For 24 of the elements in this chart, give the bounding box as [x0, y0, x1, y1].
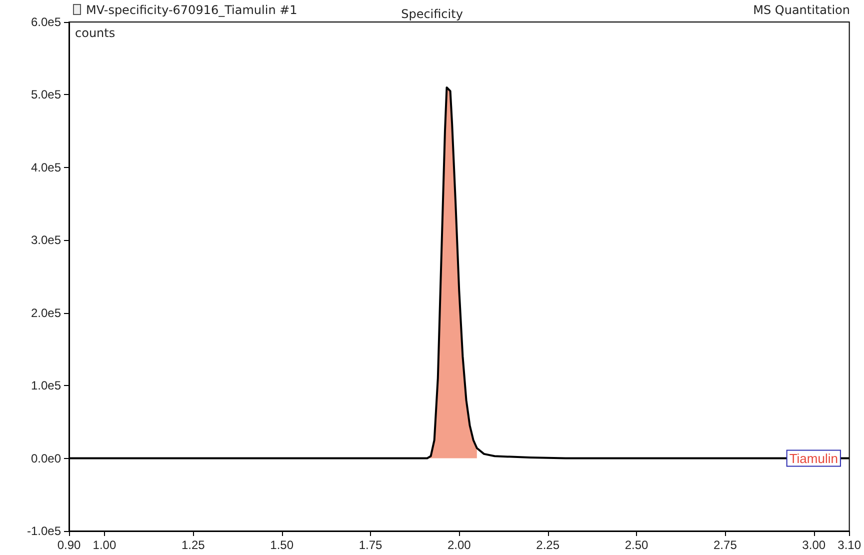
x-tick-label: 0.90 — [57, 538, 81, 552]
x-tick-label: 1.00 — [92, 538, 116, 552]
y-tick-label: 2.0e5 — [30, 306, 62, 320]
x-tick-label: 1.75 — [358, 538, 382, 552]
y-tick-label: 0.0e0 — [30, 451, 62, 466]
y-tick-label: 1.0e5 — [30, 378, 62, 393]
chart-title: Specificity — [401, 7, 463, 21]
x-tick-label: 1.25 — [181, 538, 206, 552]
y-tick-label: -1.0e5 — [26, 524, 62, 538]
series-label: Tiamulin — [789, 450, 838, 466]
x-tick-label: 2.25 — [536, 538, 560, 552]
y-tick-label: 3.0e5 — [30, 233, 62, 248]
x-tick-label: 3.00 — [802, 538, 826, 552]
x-tick-label: 2.00 — [447, 538, 472, 552]
text: MV-specificity-670916_Tiamulin #1 — [86, 3, 298, 17]
text: MS Quantitation — [753, 3, 850, 17]
y-tick-label: 6.0e5 — [30, 15, 62, 29]
y-tick-label: 4.0e5 — [30, 160, 62, 174]
y-tick-label: 5.0e5 — [30, 88, 62, 102]
x-tick-label: 2.75 — [714, 538, 738, 552]
x-tick-label: 2.50 — [624, 538, 649, 552]
x-tick-label: 3.10 — [838, 538, 862, 552]
x-tick-label: 1.50 — [270, 538, 294, 552]
y-axis-title: counts — [75, 26, 116, 40]
